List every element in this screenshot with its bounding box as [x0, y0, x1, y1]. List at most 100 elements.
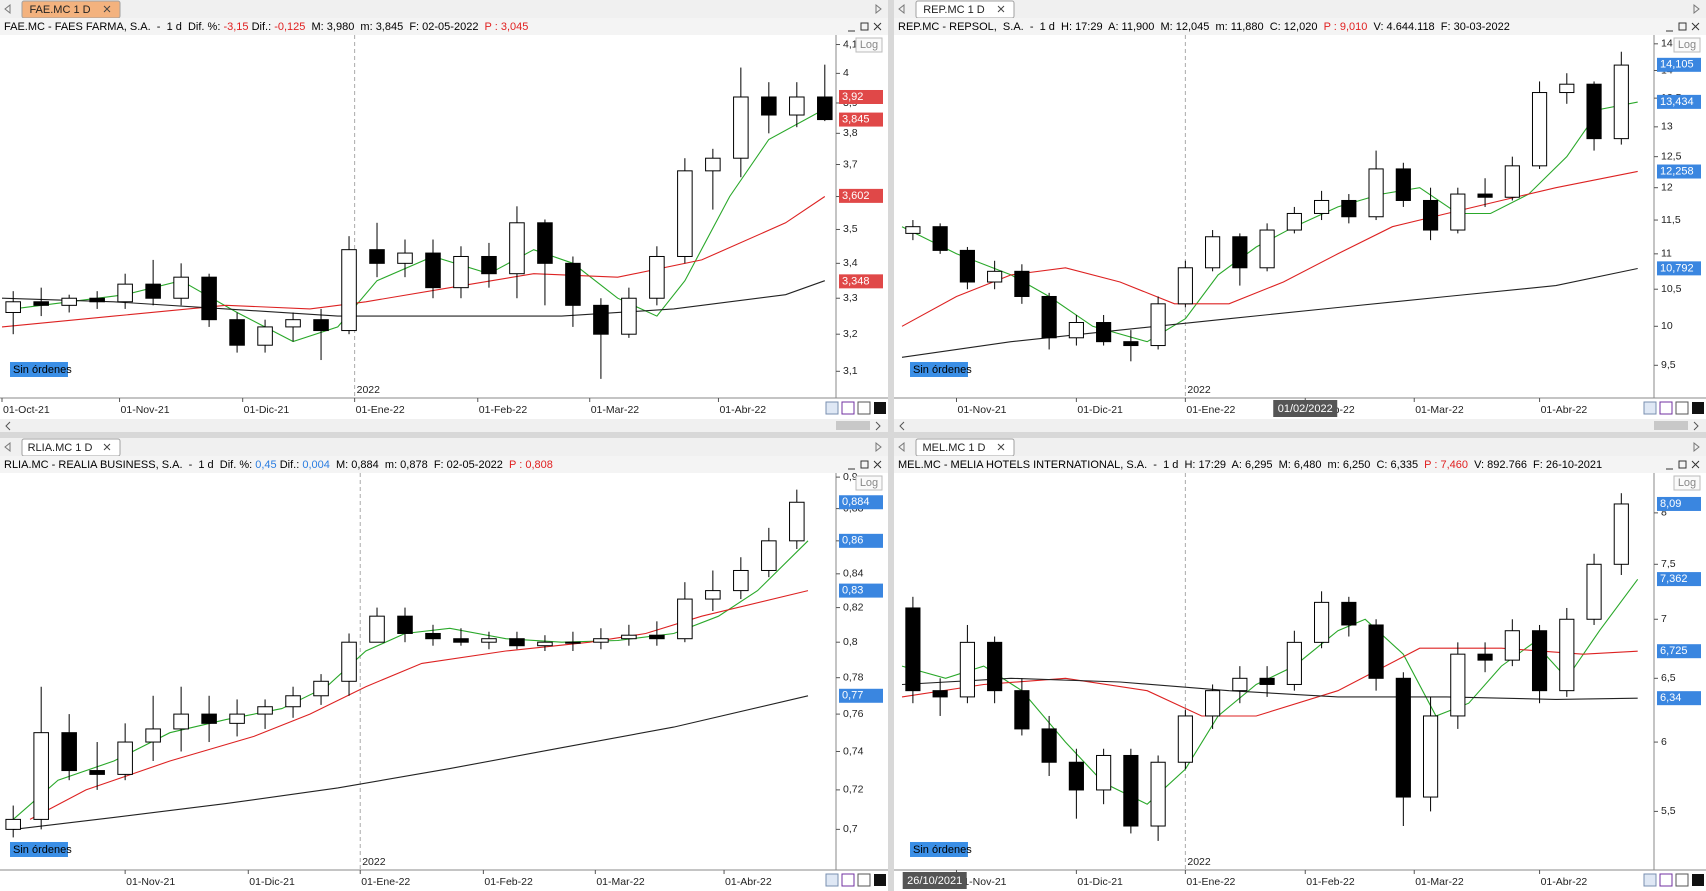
- x-tick-label: 01-Ene-22: [361, 876, 410, 888]
- scroll-right[interactable]: [875, 421, 881, 431]
- tab[interactable]: RLIA.MC 1 D: [21, 438, 121, 457]
- log-button-label[interactable]: Log: [1678, 477, 1696, 489]
- x-tick-label: 01-Abr-22: [719, 404, 766, 416]
- tool-icon[interactable]: [874, 874, 886, 886]
- moving-average: [1, 196, 826, 328]
- tool-icon[interactable]: [1675, 873, 1689, 887]
- tab-close[interactable]: [997, 5, 1005, 13]
- log-button[interactable]: [1673, 37, 1701, 53]
- tool-icon[interactable]: [1692, 874, 1704, 886]
- header-part: P : 3,045: [485, 21, 529, 33]
- log-button-label[interactable]: Log: [860, 39, 878, 51]
- tab[interactable]: FAE.MC 1 D: [21, 0, 121, 19]
- tool-icon[interactable]: [1643, 401, 1657, 415]
- tab-scroll-right[interactable]: [1693, 441, 1700, 453]
- tab-scroll-left[interactable]: [898, 3, 905, 15]
- tab-label[interactable]: MEL.MC 1 D: [923, 442, 986, 454]
- log-button-label[interactable]: Log: [860, 477, 878, 489]
- tab-scroll-left[interactable]: [4, 441, 11, 453]
- log-button[interactable]: [855, 475, 883, 491]
- tab-label[interactable]: FAE.MC 1 D: [29, 4, 90, 16]
- candle-body: [1177, 267, 1193, 305]
- tab[interactable]: REP.MC 1 D: [915, 0, 1015, 19]
- tool-icon[interactable]: [874, 402, 886, 414]
- scroll-left[interactable]: [5, 421, 11, 431]
- price-tag: [839, 495, 883, 510]
- price-tag: [1657, 57, 1701, 72]
- tab-close[interactable]: [103, 443, 111, 451]
- price-tag: [839, 688, 883, 703]
- header-bar: [0, 18, 888, 35]
- scrollbar[interactable]: [894, 419, 1706, 432]
- tool-icon[interactable]: [825, 401, 839, 415]
- log-button[interactable]: [1673, 475, 1701, 491]
- candle-body: [117, 283, 133, 303]
- price-tag: [839, 533, 883, 548]
- x-tick-label: 01-Ene-22: [356, 404, 405, 416]
- scroll-right[interactable]: [1693, 421, 1699, 431]
- log-button-label[interactable]: Log: [1678, 39, 1696, 51]
- tool-icon[interactable]: [1659, 873, 1673, 887]
- tab-scroll-left[interactable]: [898, 441, 905, 453]
- window-buttons[interactable]: [1666, 460, 1700, 470]
- candle-body: [537, 641, 553, 647]
- candle-body: [425, 252, 441, 289]
- scroll-thumb[interactable]: [836, 421, 870, 430]
- price-tag: [1657, 691, 1701, 706]
- candle-body: [1314, 601, 1330, 643]
- scrollbar[interactable]: [0, 419, 888, 432]
- x-tick-label: 01-Dic-21: [1077, 404, 1123, 416]
- price-tag-label: 13,434: [1660, 96, 1694, 108]
- price-tag-label: 0,86: [842, 535, 863, 547]
- tool-icon[interactable]: [841, 401, 855, 415]
- candle-body: [61, 732, 77, 772]
- scroll-left[interactable]: [899, 421, 905, 431]
- candle-body: [905, 607, 921, 692]
- candle-body: [932, 690, 948, 698]
- tab-scroll-right[interactable]: [875, 3, 882, 15]
- tab-close[interactable]: [103, 5, 111, 13]
- tab-close[interactable]: [997, 443, 1005, 451]
- y-tick-label: 9,5: [1661, 359, 1676, 371]
- tool-icon[interactable]: [1692, 402, 1704, 414]
- candle-body: [5, 818, 21, 830]
- tool-icon[interactable]: [1643, 873, 1657, 887]
- tab-label[interactable]: RLIA.MC 1 D: [28, 442, 93, 454]
- tab-scroll-right[interactable]: [1693, 3, 1700, 15]
- window-buttons[interactable]: [848, 460, 882, 470]
- candle-body: [145, 283, 161, 299]
- tool-icon[interactable]: [1675, 401, 1689, 415]
- log-button[interactable]: [855, 37, 883, 53]
- candle-body: [453, 255, 469, 289]
- tool-icon[interactable]: [1659, 401, 1673, 415]
- tool-icon[interactable]: [825, 873, 839, 887]
- candle-body: [369, 615, 385, 643]
- candle-body: [1477, 193, 1493, 198]
- tab-scroll-right[interactable]: [875, 441, 882, 453]
- candle-body: [173, 713, 189, 730]
- tab-scroll-left[interactable]: [4, 3, 11, 15]
- header-part: M: 3,980 m: 3,845 F: 02-05-2022: [305, 21, 484, 33]
- header-part: 0,004: [302, 459, 330, 471]
- tab-label[interactable]: REP.MC 1 D: [923, 4, 985, 16]
- y-tick-label: 6: [1661, 736, 1667, 748]
- candle-body: [1014, 270, 1030, 297]
- candle-body: [565, 641, 581, 644]
- price-tag: [839, 583, 883, 598]
- candle-body: [593, 638, 609, 643]
- window-buttons[interactable]: [1666, 22, 1700, 32]
- tab-bar: [0, 0, 888, 18]
- scroll-thumb[interactable]: [1654, 421, 1688, 430]
- x-tick-label: 01-Abr-22: [1541, 404, 1588, 416]
- tab[interactable]: MEL.MC 1 D: [915, 438, 1015, 457]
- price-tag-label: 3,92: [842, 91, 863, 103]
- window-buttons[interactable]: [848, 22, 882, 32]
- tool-icon[interactable]: [841, 873, 855, 887]
- candle-body: [1368, 624, 1384, 679]
- tool-icon[interactable]: [857, 401, 871, 415]
- candle-body: [313, 319, 329, 332]
- y-tick-label: 7: [1661, 613, 1667, 625]
- candle-body: [453, 638, 469, 643]
- tool-icon[interactable]: [857, 873, 871, 887]
